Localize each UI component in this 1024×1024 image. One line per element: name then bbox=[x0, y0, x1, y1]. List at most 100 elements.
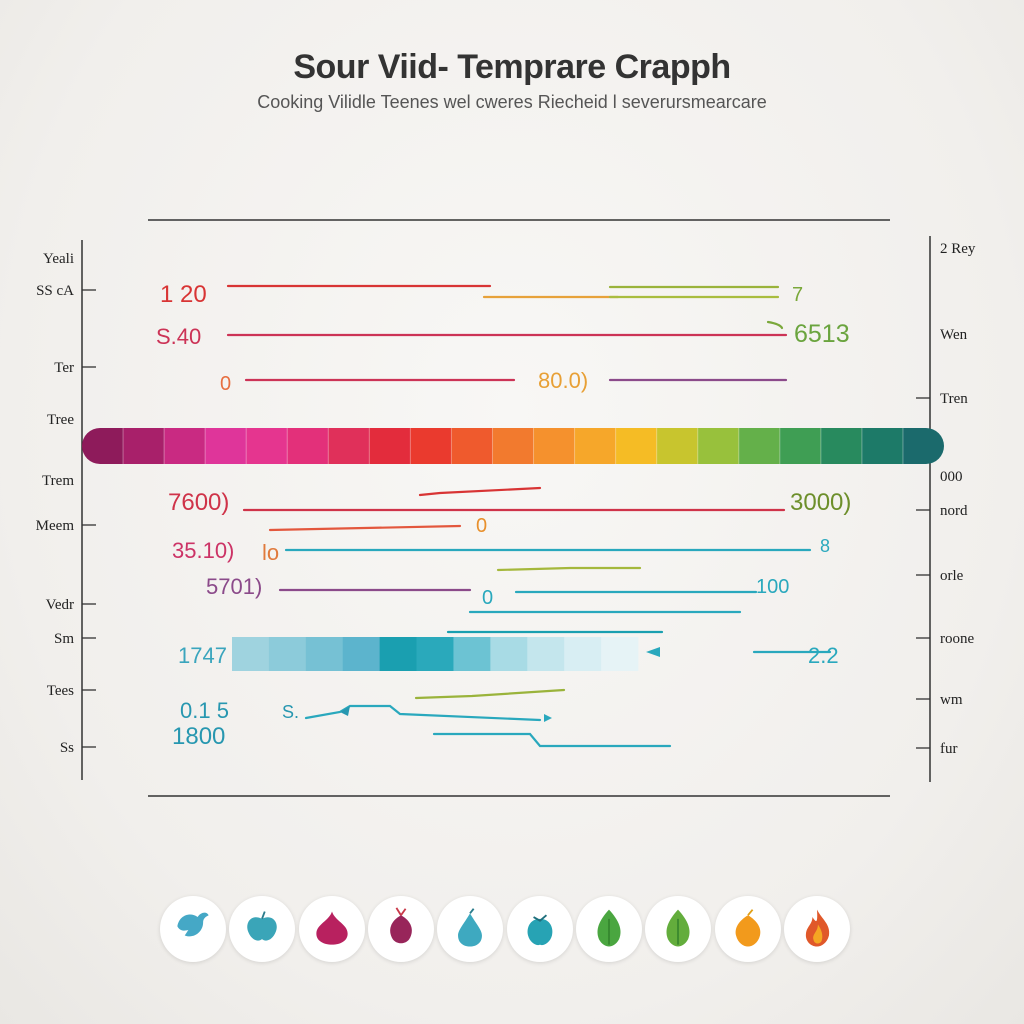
value-label: 80.0) bbox=[538, 368, 588, 393]
spectrum-segment bbox=[451, 428, 493, 464]
value-label: 35.10) bbox=[172, 538, 234, 563]
spectrum-segment bbox=[697, 428, 740, 464]
drop-icon bbox=[458, 908, 483, 947]
spectrum-segment bbox=[328, 428, 370, 464]
teal-segment bbox=[601, 637, 639, 671]
fruit-icon bbox=[527, 914, 553, 946]
value-label: 100 bbox=[756, 576, 789, 598]
left-axis-label: Sm bbox=[54, 631, 74, 647]
spectrum-segment bbox=[902, 428, 944, 464]
teal-gradient-bar bbox=[232, 637, 639, 671]
teal-segment bbox=[305, 637, 344, 671]
food-icon-badge bbox=[298, 896, 365, 962]
spectrum-segment bbox=[779, 428, 822, 464]
food-icon-row bbox=[160, 896, 850, 966]
arrow-head bbox=[340, 706, 350, 716]
chart-title: Sour Viid- Temprare Crapph bbox=[293, 48, 731, 86]
spectrum-segment bbox=[82, 428, 124, 464]
series-line bbox=[414, 688, 566, 700]
series-line bbox=[304, 704, 542, 722]
leaf-icon bbox=[597, 909, 621, 947]
apple-icon bbox=[247, 911, 278, 941]
right-axis-label: wm bbox=[940, 692, 963, 708]
spectrum-segment bbox=[164, 428, 206, 464]
teal-segment bbox=[379, 637, 417, 671]
teal-segment bbox=[564, 637, 602, 671]
left-axis-label: Ss bbox=[60, 740, 74, 756]
value-label: 5701) bbox=[206, 574, 262, 599]
right-axis-label: Tren bbox=[940, 391, 968, 407]
series-line bbox=[496, 566, 642, 572]
bird-icon bbox=[177, 912, 209, 937]
spectrum-segment bbox=[656, 428, 699, 464]
value-label: 0.1 5 bbox=[180, 698, 229, 723]
right-axis: 2 Rey Wen Tren 000 nord orle roone wm fur bbox=[916, 236, 976, 782]
right-axis-label: orle bbox=[940, 568, 964, 584]
value-label: 7600) bbox=[168, 489, 229, 516]
value-label: 0 bbox=[482, 587, 493, 609]
left-axis-label: Tree bbox=[47, 412, 74, 428]
series-line bbox=[766, 320, 784, 330]
right-axis-label: roone bbox=[940, 631, 974, 647]
spectrum-segment bbox=[246, 428, 288, 464]
right-axis-label: 000 bbox=[940, 469, 963, 485]
value-labels: 1 20 7 6513 S.40 0 80.0) 7600) 3000) 0 35.10) lo 8 5… bbox=[156, 281, 851, 750]
beet-icon bbox=[390, 907, 412, 944]
flame-icon bbox=[805, 909, 830, 947]
arrow-head bbox=[544, 714, 552, 722]
food-icon-badge bbox=[229, 896, 296, 962]
series-line bbox=[268, 524, 462, 532]
citrus-icon bbox=[735, 909, 760, 947]
spectrum-segment bbox=[820, 428, 863, 464]
value-label: S. bbox=[282, 702, 299, 722]
leaf-icon bbox=[666, 909, 690, 947]
series-line bbox=[418, 486, 542, 497]
value-label: 0 bbox=[220, 373, 231, 395]
chart-subtitle: Cooking Vilidle Teenes wel cweres Rieche… bbox=[257, 92, 767, 112]
arrow-head bbox=[646, 647, 660, 657]
chart-frame bbox=[148, 219, 890, 797]
spectrum-segment bbox=[287, 428, 329, 464]
teal-segment bbox=[416, 637, 454, 671]
value-label: 7 bbox=[792, 284, 803, 306]
left-axis-label: Meem bbox=[36, 518, 75, 534]
spectrum-segment bbox=[492, 428, 535, 464]
spectrum-segment bbox=[369, 428, 411, 464]
food-icon-badge bbox=[714, 896, 781, 962]
food-icon-badge bbox=[437, 896, 504, 962]
left-axis-label: Tees bbox=[47, 683, 74, 699]
right-axis-label: 2 Rey bbox=[940, 241, 976, 257]
left-axis-label: Ter bbox=[54, 360, 74, 376]
food-icon-badge bbox=[783, 896, 850, 962]
value-label: 8 bbox=[820, 536, 830, 556]
series-line bbox=[432, 732, 672, 748]
value-label: 1800 bbox=[172, 723, 225, 750]
spectrum-segment bbox=[410, 428, 452, 464]
value-label: 6513 bbox=[794, 320, 850, 348]
spectrum-segment bbox=[615, 428, 658, 464]
spectrum-segment bbox=[533, 428, 576, 464]
value-label: lo bbox=[262, 540, 279, 565]
temperature-spectrum-bar bbox=[82, 428, 944, 464]
food-icon-badge bbox=[575, 896, 642, 962]
series-lines bbox=[226, 284, 832, 748]
left-axis: Yeali SS cA Ter Tree Trem Meem Vedr Sm Tees Ss bbox=[36, 240, 96, 780]
teal-segment bbox=[268, 637, 307, 671]
onion-icon bbox=[316, 911, 348, 945]
spectrum-segment bbox=[574, 428, 617, 464]
teal-segment bbox=[527, 637, 565, 671]
value-label: S.40 bbox=[156, 324, 201, 349]
value-label: 2.2 bbox=[808, 643, 839, 668]
value-label: 0 bbox=[476, 515, 487, 537]
food-icon-badge bbox=[506, 896, 573, 962]
right-axis-label: Wen bbox=[940, 327, 968, 343]
left-axis-label: Trem bbox=[42, 473, 74, 489]
value-label: 1 20 bbox=[160, 281, 207, 308]
food-icon-badge bbox=[160, 896, 226, 962]
left-axis-label: Vedr bbox=[46, 597, 74, 613]
teal-segment bbox=[490, 637, 528, 671]
left-axis-label: Yeali bbox=[43, 251, 74, 267]
spectrum-segment bbox=[738, 428, 781, 464]
spectrum-segment bbox=[861, 428, 904, 464]
